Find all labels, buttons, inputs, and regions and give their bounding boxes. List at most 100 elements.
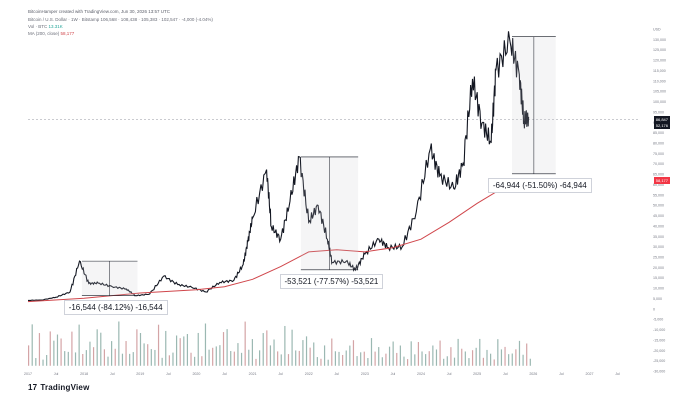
x-tick-label: Jul [503, 372, 508, 376]
volume-bar [215, 346, 217, 366]
y-tick-label: 50,000 [653, 204, 664, 208]
volume-bar [67, 351, 69, 366]
volume-bar [244, 321, 246, 366]
volume-bar [500, 349, 503, 366]
volume-bar [136, 329, 138, 366]
volume-bar [349, 345, 351, 366]
y-tick-label: 85,000 [653, 131, 664, 135]
x-tick-label: Jul [110, 372, 115, 376]
tradingview-logo-text: TradingView [40, 383, 90, 392]
volume-bar [35, 358, 37, 366]
volume-bar [295, 350, 297, 366]
x-tick-label: Jul [447, 372, 452, 376]
volume-bar [251, 339, 253, 366]
volume-bar [165, 330, 167, 366]
volume-bar [417, 342, 420, 366]
x-tick-label: Jul [278, 372, 283, 376]
volume-bar [515, 349, 517, 366]
y-tick-label: 60,000 [653, 183, 664, 187]
volume-bar [277, 351, 279, 366]
volume-bar [468, 358, 470, 366]
volume-bar [432, 345, 434, 366]
x-tick-label: Jul [391, 372, 396, 376]
volume-bar [125, 341, 127, 366]
y-tick-label: 75,000 [653, 152, 664, 156]
volume-bar [100, 332, 102, 366]
volume-bar [486, 349, 488, 366]
volume-bar [132, 352, 134, 366]
legend-ma-value: 58,177 [60, 31, 75, 36]
volume-bar [446, 356, 448, 366]
volume-bar [262, 333, 264, 366]
volume-bar [508, 354, 510, 366]
drawdown-label-2022[interactable]: -53,521 (-77.57%) -53,521 [279, 273, 384, 289]
volume-bar [381, 357, 383, 366]
volume-bar [107, 356, 109, 366]
volume-bar [522, 354, 524, 366]
volume-bar [370, 338, 373, 366]
volume-bar [179, 338, 181, 366]
x-tick-label: 2025 [473, 372, 481, 376]
y-tick-label: 30,000 [653, 245, 664, 249]
volume-bar [161, 357, 163, 366]
volume-bar [490, 353, 492, 366]
volume-bar [42, 359, 44, 366]
y-tick-label: 130,000 [653, 38, 666, 42]
y-tick-label: 40,000 [653, 224, 664, 228]
volume-bar [74, 352, 77, 366]
volume-bar [157, 324, 160, 366]
volume-bar [331, 338, 333, 366]
volume-bar [172, 352, 174, 366]
x-tick-label: 2019 [136, 372, 144, 376]
volume-bar [518, 340, 521, 366]
volume-bar [237, 343, 239, 366]
volume-bar [71, 331, 73, 366]
volume-bar [399, 345, 401, 366]
volume-bar [504, 346, 506, 366]
drawdown-label-2025[interactable]: -64,944 (-51.50%) -64,944 [487, 177, 592, 193]
volume-bar [190, 352, 192, 366]
volume-bar [139, 332, 142, 366]
volume-bar [421, 351, 423, 366]
volume-bar [78, 324, 80, 366]
volume-bar [226, 329, 228, 366]
volume-bar [204, 323, 207, 366]
tradingview-logo[interactable]: 17 TradingView [28, 383, 90, 392]
volume-bar [461, 348, 463, 366]
legend-symbol-line[interactable]: Bitcoin / U.S. Dollar · 1W · Bitstamp 10… [28, 17, 213, 22]
volume-bar [305, 336, 308, 366]
y-tick-label: 35,000 [653, 235, 664, 239]
volume-bar [526, 343, 528, 366]
volume-bar [186, 334, 189, 366]
legend-volume-line[interactable]: Vol · BTC 13.31K [28, 24, 63, 29]
volume-bar [219, 345, 221, 366]
volume-bar [334, 351, 337, 366]
volume-bar [96, 329, 98, 366]
volume-bar [425, 354, 427, 366]
y-tick-label: -5,000 [653, 318, 663, 322]
drawdown-label-2018[interactable]: -16,544 (-84.12%) -16,544 [63, 299, 168, 315]
volume-bar [493, 359, 495, 366]
legend-vol-label: Vol · BTC [28, 24, 48, 29]
legend-ma-line[interactable]: MA (200, close) 58,177 [28, 31, 74, 36]
countdown-tag: 52,176 [653, 122, 670, 130]
volume-bar [284, 325, 286, 366]
volume-bar [28, 345, 30, 366]
x-tick-label: Jul [335, 372, 340, 376]
volume-bar [31, 324, 33, 366]
volume-bar [82, 354, 84, 366]
volume-bar [255, 358, 257, 366]
volume-bar [56, 334, 59, 366]
volume-bar [280, 354, 282, 366]
volume-bar [428, 351, 430, 366]
volume-bar [316, 357, 318, 366]
y-tick-label: USD [653, 28, 661, 32]
volume-bar [511, 353, 513, 366]
volume-bars [28, 321, 531, 366]
volume-bar [482, 357, 484, 366]
y-tick-label: 110,000 [653, 79, 666, 83]
volume-bar [345, 350, 347, 366]
volume-bar [360, 352, 362, 366]
